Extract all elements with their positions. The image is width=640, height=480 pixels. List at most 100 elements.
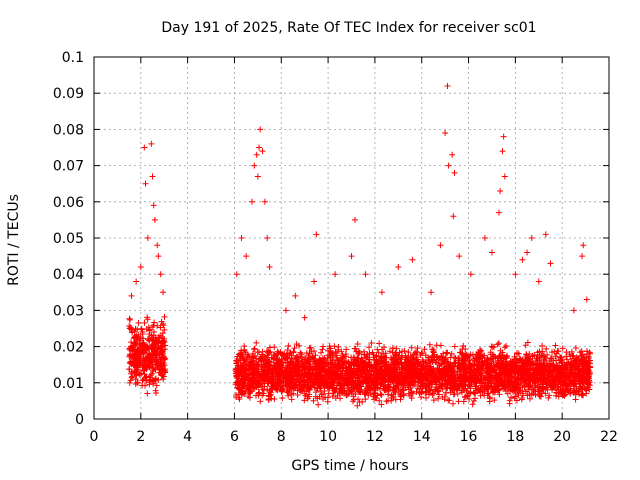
data-point bbox=[304, 357, 311, 364]
data-point bbox=[553, 389, 560, 396]
data-point bbox=[522, 388, 529, 395]
data-point bbox=[563, 386, 570, 393]
data-point bbox=[261, 198, 268, 205]
data-point bbox=[540, 386, 547, 393]
data-point bbox=[391, 360, 398, 367]
data-point bbox=[133, 278, 140, 285]
data-point bbox=[387, 384, 394, 391]
data-point bbox=[456, 349, 463, 356]
data-point bbox=[502, 377, 509, 384]
data-point bbox=[467, 351, 474, 358]
data-point bbox=[242, 373, 249, 380]
data-point bbox=[467, 271, 474, 278]
data-point bbox=[498, 355, 505, 362]
data-point bbox=[356, 362, 363, 369]
data-point bbox=[467, 390, 474, 397]
data-point bbox=[244, 353, 251, 360]
data-point bbox=[371, 389, 378, 396]
data-point bbox=[515, 391, 522, 398]
data-point bbox=[329, 351, 336, 358]
data-point bbox=[479, 380, 486, 387]
data-point bbox=[274, 383, 281, 390]
data-point bbox=[316, 365, 323, 372]
data-point bbox=[381, 385, 388, 392]
data-point bbox=[162, 355, 169, 362]
data-point bbox=[514, 350, 521, 357]
data-point bbox=[508, 373, 515, 380]
data-point bbox=[357, 371, 364, 378]
data-point bbox=[417, 352, 424, 359]
data-point bbox=[488, 249, 495, 256]
data-point bbox=[501, 344, 508, 351]
data-point bbox=[269, 370, 276, 377]
data-point bbox=[238, 381, 245, 388]
data-point bbox=[248, 379, 255, 386]
data-point bbox=[429, 391, 436, 398]
data-point bbox=[293, 353, 300, 360]
data-point bbox=[450, 374, 457, 381]
data-point bbox=[272, 371, 279, 378]
data-point bbox=[250, 355, 257, 362]
data-point bbox=[152, 377, 159, 384]
data-point bbox=[457, 362, 464, 369]
data-point bbox=[264, 235, 271, 241]
data-point bbox=[126, 322, 133, 329]
data-point bbox=[127, 324, 134, 331]
data-point bbox=[162, 342, 169, 349]
data-point bbox=[327, 354, 334, 361]
data-point bbox=[157, 271, 164, 278]
data-point bbox=[542, 390, 549, 397]
y-tick-label: 0.01 bbox=[53, 376, 84, 392]
data-point bbox=[555, 348, 562, 355]
data-point bbox=[402, 384, 409, 391]
data-point bbox=[418, 380, 425, 387]
data-point bbox=[548, 371, 555, 378]
data-point bbox=[233, 394, 240, 401]
data-point bbox=[261, 353, 268, 360]
data-point bbox=[238, 371, 245, 378]
data-point bbox=[429, 352, 436, 359]
data-point bbox=[579, 253, 586, 260]
data-point bbox=[378, 368, 385, 375]
x-tick-label: 2 bbox=[136, 429, 145, 445]
data-point bbox=[313, 370, 320, 377]
data-point bbox=[134, 348, 141, 355]
data-point bbox=[577, 378, 584, 385]
data-point bbox=[505, 371, 512, 378]
data-point bbox=[397, 386, 404, 393]
data-point bbox=[476, 355, 483, 362]
data-point bbox=[364, 354, 371, 361]
data-point bbox=[237, 364, 244, 371]
data-point bbox=[323, 359, 330, 366]
data-point bbox=[251, 360, 258, 367]
data-point bbox=[395, 263, 402, 270]
data-point bbox=[450, 391, 457, 398]
data-point bbox=[250, 384, 257, 391]
data-point bbox=[339, 355, 346, 362]
data-point bbox=[561, 392, 568, 399]
data-point bbox=[426, 359, 433, 366]
data-point bbox=[418, 394, 425, 401]
data-point bbox=[128, 370, 135, 377]
data-point bbox=[152, 366, 159, 373]
data-point bbox=[429, 346, 436, 353]
data-points bbox=[126, 82, 594, 409]
data-point bbox=[149, 370, 156, 377]
data-point bbox=[126, 315, 133, 322]
data-point bbox=[238, 235, 245, 241]
data-point bbox=[331, 386, 338, 393]
data-point bbox=[471, 361, 478, 368]
data-point bbox=[477, 386, 484, 393]
data-point bbox=[514, 376, 521, 383]
x-tick-label: 8 bbox=[277, 429, 286, 445]
data-point bbox=[131, 361, 138, 368]
data-point bbox=[451, 169, 458, 176]
data-point bbox=[292, 292, 299, 299]
data-point bbox=[158, 343, 165, 350]
data-point bbox=[539, 386, 546, 393]
data-point bbox=[422, 383, 429, 390]
data-point bbox=[253, 151, 260, 158]
data-point bbox=[147, 376, 154, 383]
data-point bbox=[442, 130, 449, 137]
data-point bbox=[459, 375, 466, 382]
